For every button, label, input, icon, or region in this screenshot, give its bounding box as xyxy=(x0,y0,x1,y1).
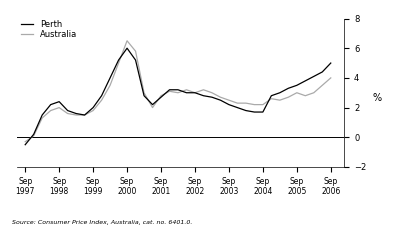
Legend: Perth, Australia: Perth, Australia xyxy=(21,20,77,39)
Text: Source: Consumer Price Index, Australia, cat. no. 6401.0.: Source: Consumer Price Index, Australia,… xyxy=(12,220,192,225)
Y-axis label: %: % xyxy=(373,93,382,103)
